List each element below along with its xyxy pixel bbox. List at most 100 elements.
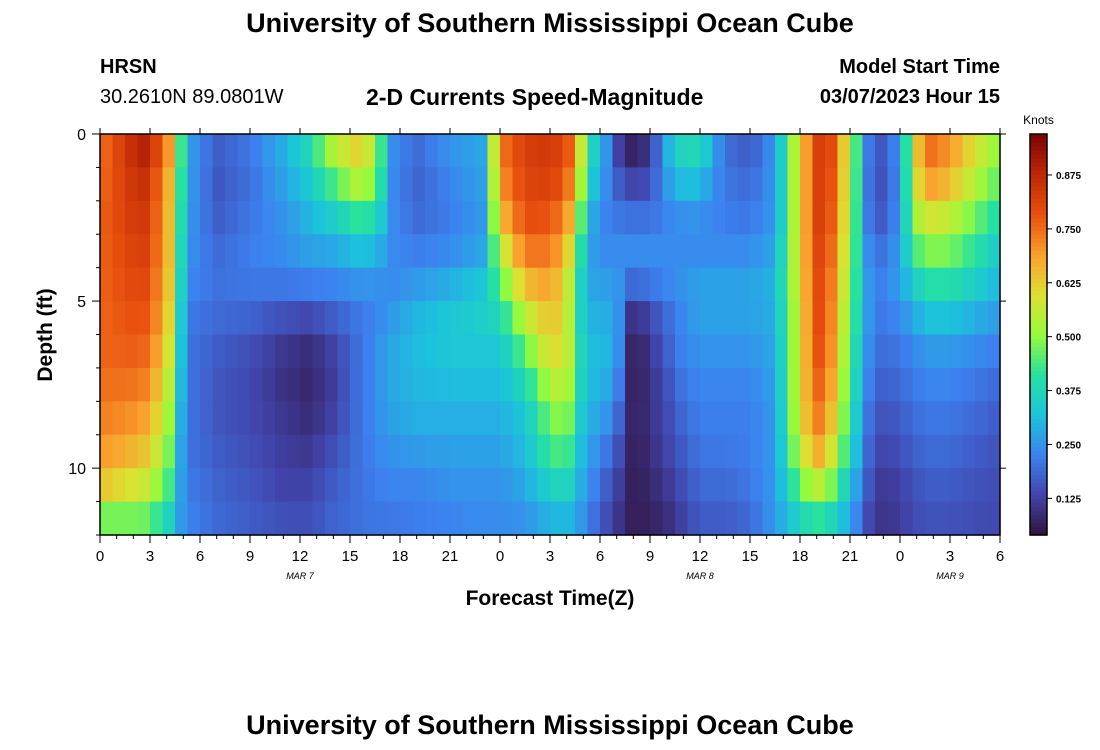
heatmap-cell [150,367,164,402]
heatmap-cell [175,234,189,269]
heatmap-cell [900,234,914,269]
colorbar-segment [1030,402,1047,408]
heatmap-cell [687,301,701,336]
heatmap-cell [650,501,664,536]
heatmap-cell [437,334,451,369]
heatmap-cell [862,234,876,269]
heatmap-cell [425,167,439,202]
heatmap-cell [175,468,189,503]
heatmap-cells [100,134,1001,536]
colorbar-segment [1030,306,1047,312]
heatmap-cell [387,434,401,469]
heatmap-cell [987,401,1001,436]
colorbar-segment [1030,214,1047,219]
heatmap-cell [250,401,264,436]
heatmap-cell [150,334,164,369]
heatmap-cell [762,501,776,536]
heatmap-cell [137,401,151,436]
heatmap-cell [912,401,926,436]
heatmap-cell [750,301,764,336]
heatmap-cell [337,134,351,169]
heatmap-cell [637,367,651,402]
heatmap-cell [100,134,114,169]
day-label: MAR 9 [936,571,964,581]
heatmap-cell [525,501,539,536]
heatmap-cell [162,267,176,302]
colorbar-segment [1030,474,1047,480]
colorbar-segment [1030,158,1047,163]
heatmap-cell [462,401,476,436]
heatmap-cell [600,401,614,436]
colorbar-segment [1030,470,1047,476]
heatmap-cell [100,167,114,202]
heatmap-cell [300,267,314,302]
heatmap-cell [325,167,339,202]
heatmap-cell [987,501,1001,536]
heatmap-cell [487,301,501,336]
heatmap-cell [937,401,951,436]
heatmap-cell [362,468,376,503]
heatmap-cell [675,301,689,336]
heatmap-cell [962,334,976,369]
heatmap-cell [687,367,701,402]
heatmap-cell [562,434,576,469]
colorbar-tick-label: 0.125 [1056,494,1081,505]
heatmap-cell [200,167,214,202]
heatmap-cell [462,167,476,202]
heatmap-cell [625,334,639,369]
heatmap-cell [337,468,351,503]
x-tick-label: 0 [496,548,504,565]
heatmap-cell [187,434,201,469]
colorbar-segment [1030,370,1047,376]
heatmap-cell [250,367,264,402]
colorbar-segment [1030,246,1047,251]
heatmap-cell [300,468,314,503]
heatmap-cell [112,167,126,202]
heatmap-cell [937,468,951,503]
heatmap-cell [225,267,239,302]
heatmap-cell [312,267,326,302]
heatmap-cell [887,301,901,336]
heatmap-cell [375,234,389,269]
heatmap-cell [100,267,114,302]
heatmap-cell [962,468,976,503]
heatmap-cell [725,367,739,402]
heatmap-cell [337,167,351,202]
heatmap-cell [325,134,339,169]
heatmap-cell [712,134,726,169]
heatmap-cell [487,334,501,369]
heatmap-cell [375,200,389,235]
heatmap-cell [725,334,739,369]
heatmap-cell [650,401,664,436]
heatmap-cell [900,301,914,336]
heatmap-cell [987,434,1001,469]
heatmap-cell [787,434,801,469]
colorbar-segment [1030,222,1047,227]
heatmap-cell [362,434,376,469]
heatmap-cell [375,468,389,503]
heatmap-cell [812,367,826,402]
heatmap-cell [512,234,526,269]
heatmap-cell [800,367,814,402]
heatmap-cell [362,167,376,202]
heatmap-cell [925,301,939,336]
colorbar-segment [1030,438,1047,444]
heatmap-cell [837,301,851,336]
heatmap-cell [712,267,726,302]
heatmap-cell [275,267,289,302]
heatmap-cell [875,334,889,369]
heatmap-cell [500,267,514,302]
colorbar-segment [1030,406,1047,412]
heatmap-cell [237,301,251,336]
heatmap-cell [887,434,901,469]
heatmap-cell [837,334,851,369]
heatmap-cell [187,167,201,202]
heatmap-cell [800,267,814,302]
heatmap-cell [662,367,676,402]
heatmap-cell [662,434,676,469]
heatmap-cell [562,134,576,169]
heatmap-cell [462,501,476,536]
heatmap-cell [762,367,776,402]
heatmap-cell [862,200,876,235]
heatmap-cell [412,434,426,469]
